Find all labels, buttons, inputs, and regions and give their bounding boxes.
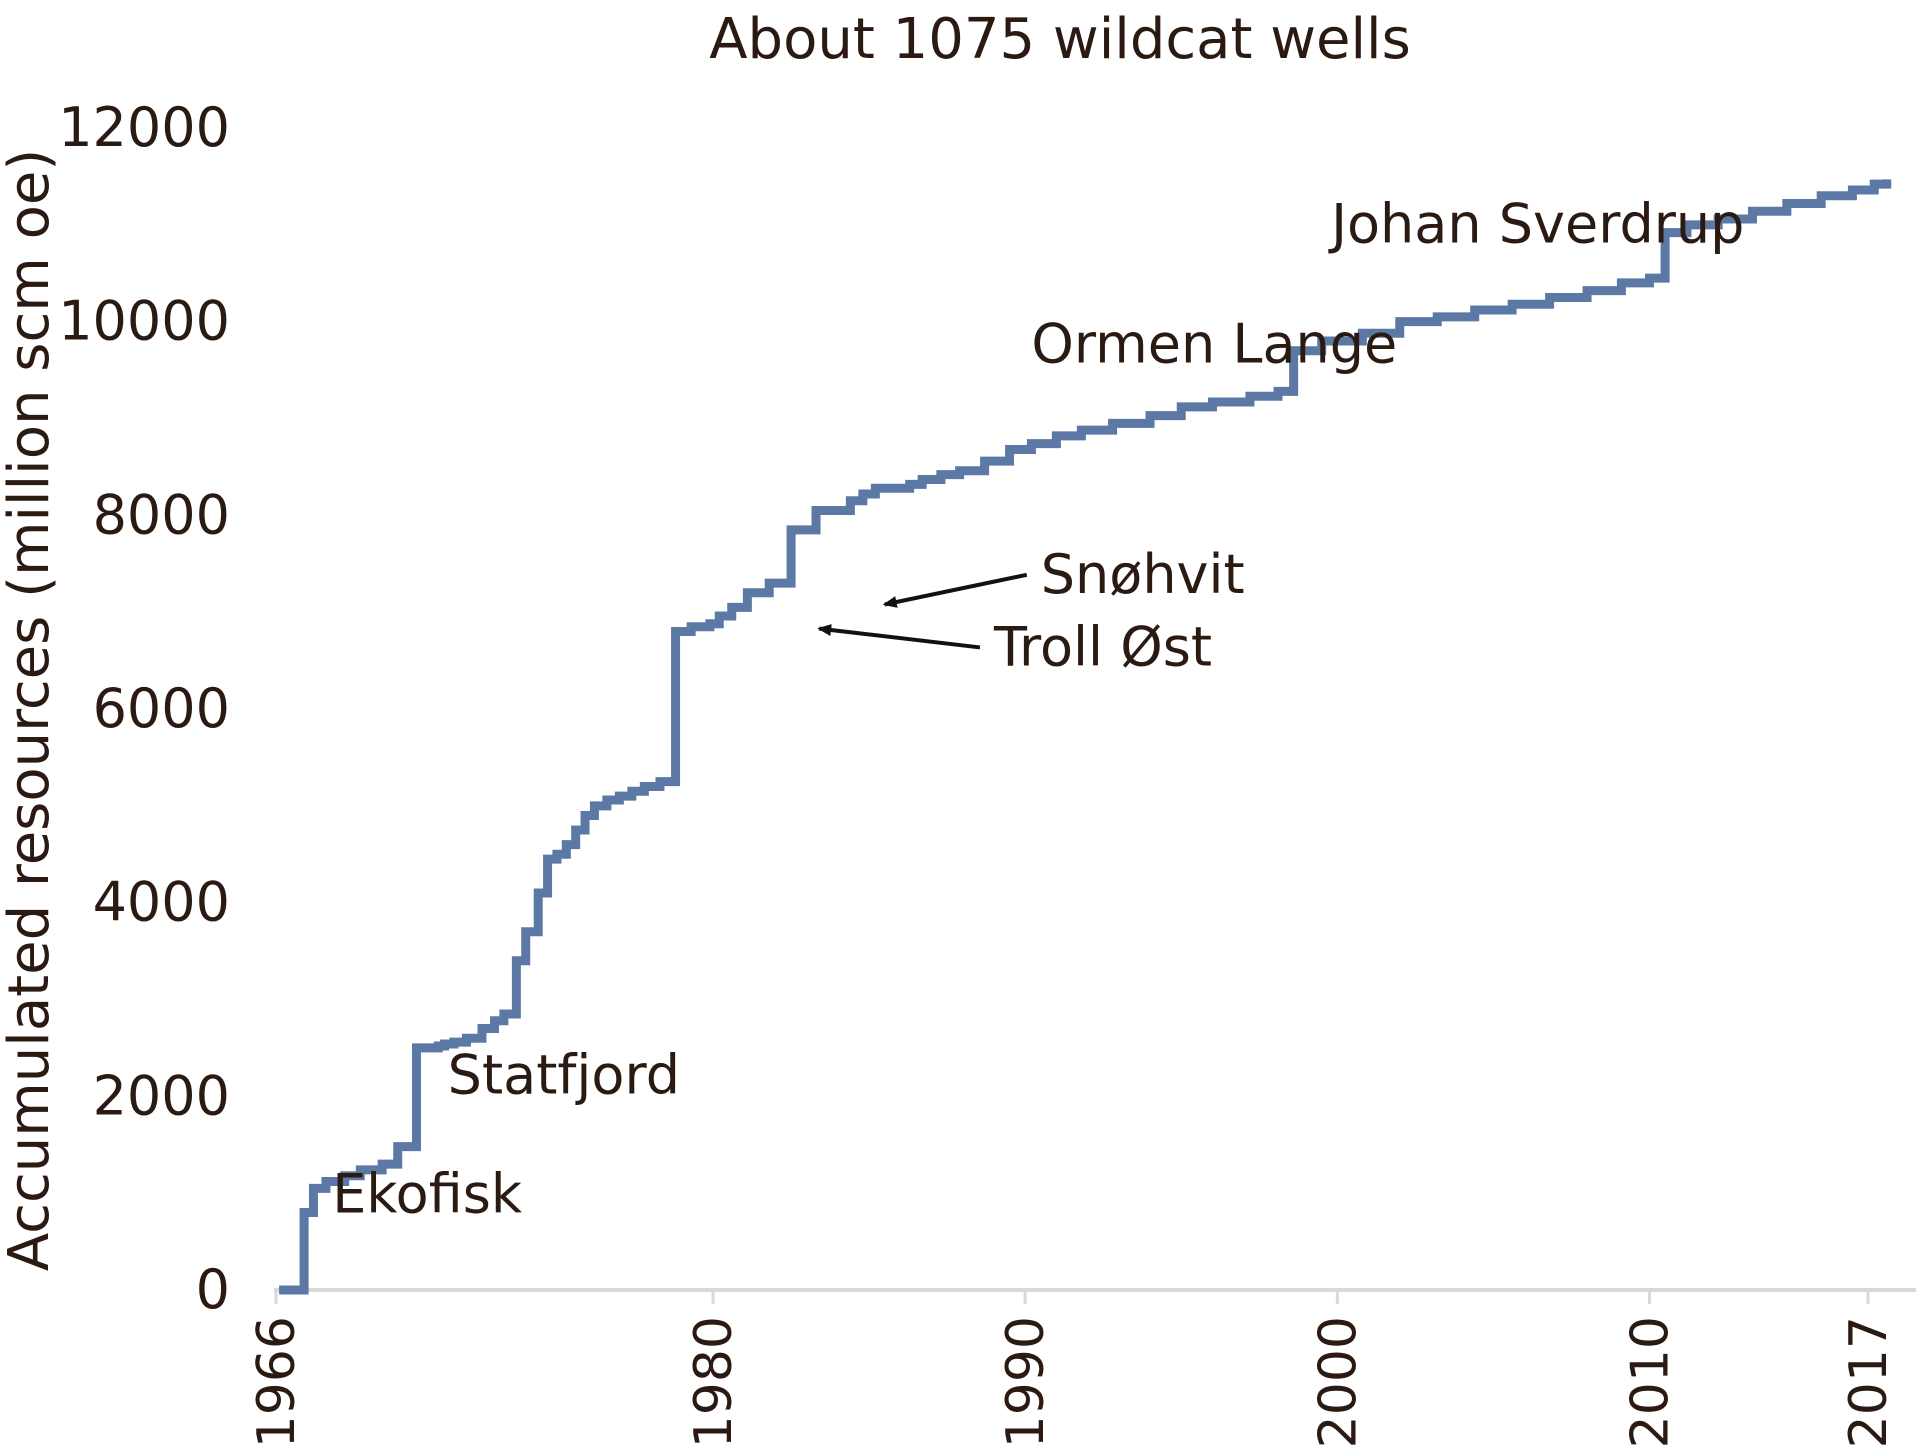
y-axis-label: Accumulated resources (million scm oe) (0, 149, 62, 1271)
annotation-label: Troll Øst (993, 615, 1212, 678)
annotation-arrow (817, 624, 981, 650)
x-tick-labels: 1966 1980 1990 2000 2010 2017 (247, 1290, 1899, 1448)
x-tick-label: 1990 (996, 1316, 1056, 1445)
annotation-label: Ekofisk (332, 1163, 523, 1226)
x-tick-label: 2017 (1839, 1316, 1899, 1445)
annotation-label: Johan Sverdrup (1328, 192, 1744, 255)
annotations-group: Ekofisk Statfjord Troll Øst Snøhvit Ormen La… (332, 192, 1744, 1225)
y-tick-label: 4000 (93, 871, 230, 934)
annotation-arrow (882, 572, 1028, 608)
y-tick-label: 8000 (93, 483, 230, 546)
x-tick-label: 1966 (247, 1316, 307, 1445)
x-tick-label: 2000 (1308, 1316, 1368, 1445)
y-tick-labels: 0 2000 4000 6000 8000 10000 12000 (58, 96, 230, 1321)
annotation-label: Statfjord (448, 1043, 680, 1106)
y-tick-label: 0 (196, 1258, 230, 1321)
y-tick-label: 6000 (93, 677, 230, 740)
x-tick-label: 1980 (684, 1316, 744, 1445)
series-group (279, 179, 1892, 1295)
y-tick-label: 2000 (93, 1064, 230, 1127)
y-tick-label: 10000 (58, 290, 230, 353)
annotation-label: Ormen Lange (1031, 312, 1397, 375)
accumulated-resources-line (279, 179, 1892, 1295)
annotation-label: Snøhvit (1041, 543, 1245, 606)
chart-title: About 1075 wildcat wells (709, 7, 1411, 72)
y-tick-label: 12000 (58, 96, 230, 159)
x-tick-label: 2010 (1620, 1316, 1680, 1445)
